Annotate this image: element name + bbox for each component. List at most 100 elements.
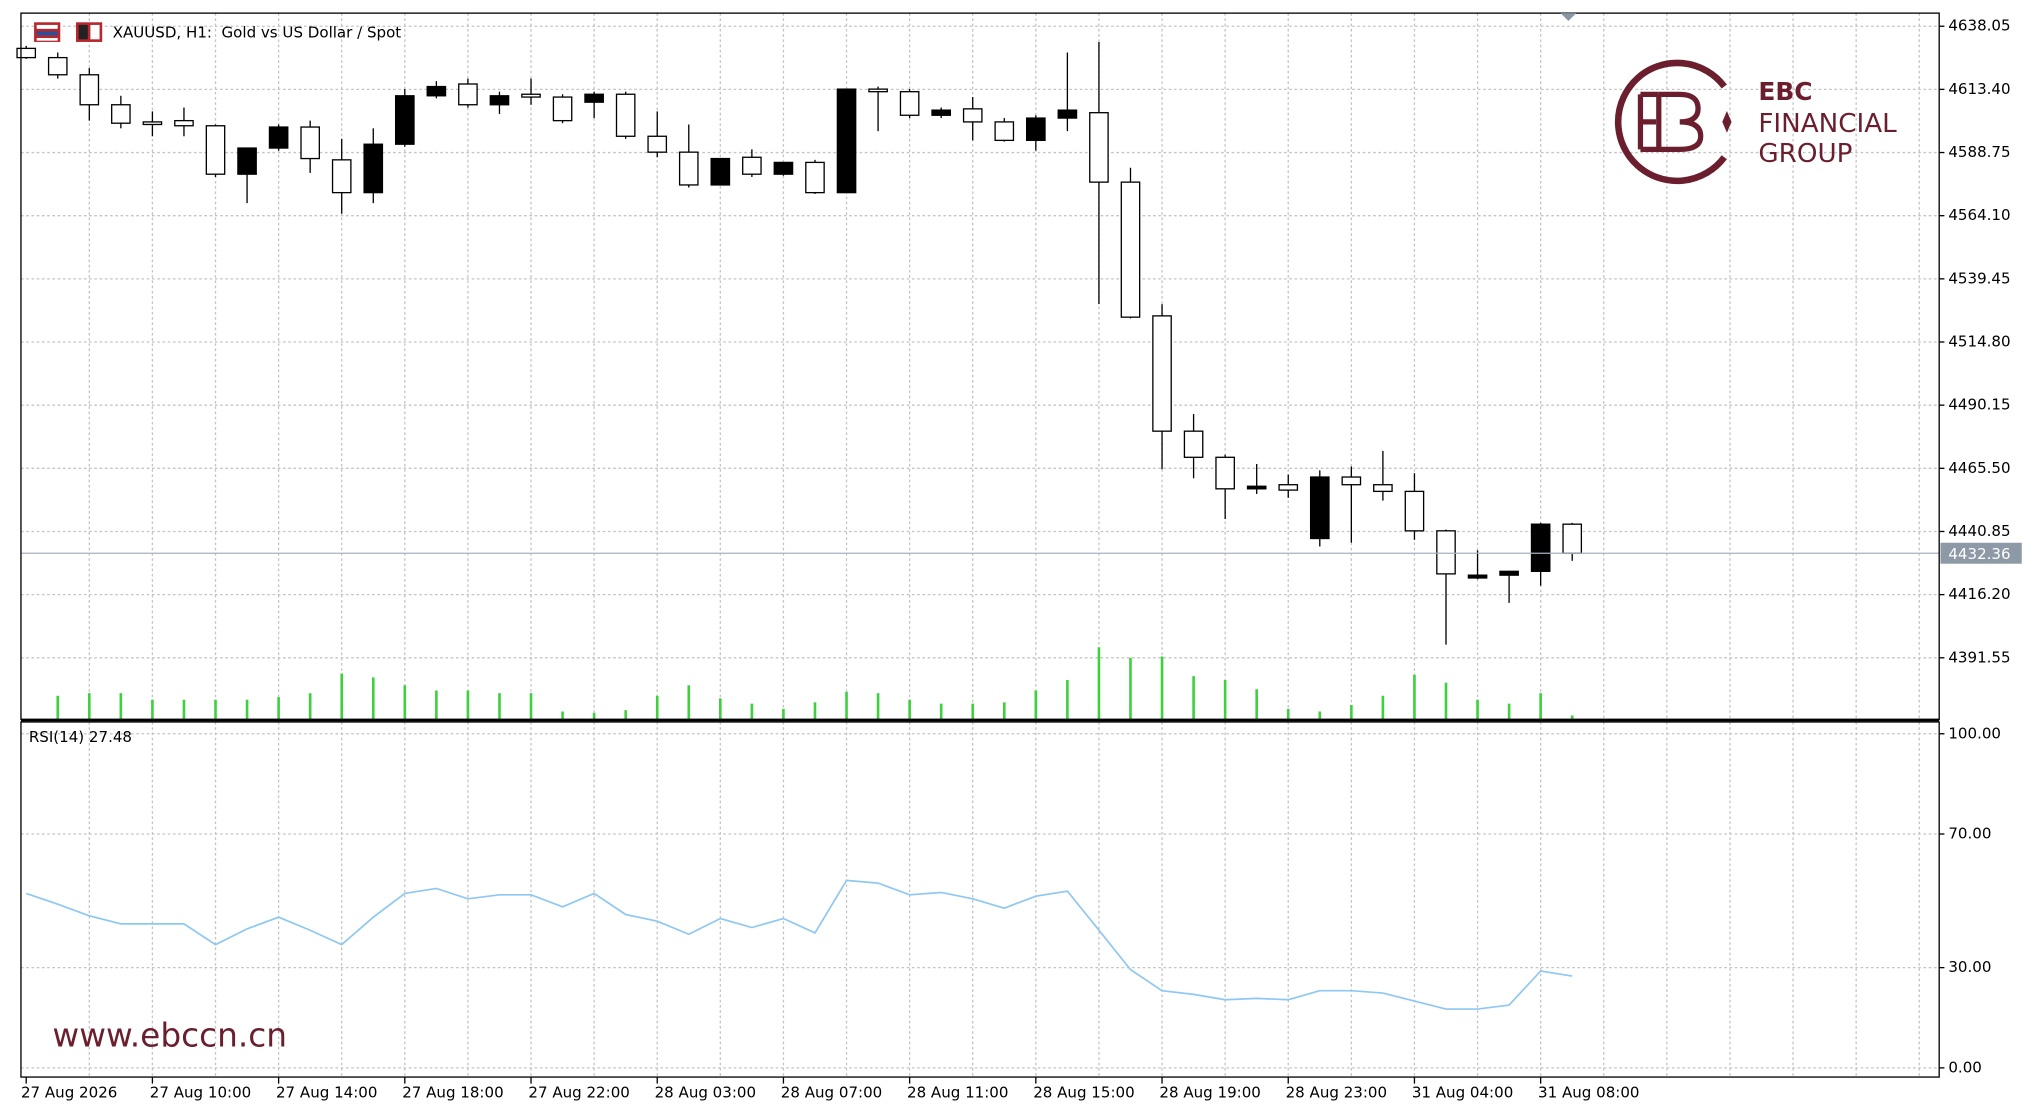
volume-bar: [1444, 682, 1448, 720]
candle-body: [521, 93, 541, 98]
x-tick-label: 27 Aug 14:00: [276, 1083, 377, 1101]
candle-body: [79, 74, 100, 106]
y-tick-label: 4465.50: [1948, 459, 2010, 477]
logo-text: FINANCIAL: [1758, 109, 1897, 139]
volume-bar: [845, 691, 848, 720]
volume-bar: [1413, 674, 1416, 720]
candle-body: [1436, 530, 1456, 575]
volume-bar: [1539, 693, 1542, 720]
x-tick-label: 28 Aug 11:00: [907, 1083, 1008, 1101]
candle-body: [1026, 117, 1046, 142]
candle-body: [1057, 109, 1078, 119]
logo-text: GROUP: [1758, 139, 1852, 169]
candle-body: [1309, 476, 1330, 540]
last-price-box: [1940, 542, 2022, 564]
candle-body: [742, 156, 762, 175]
volume-bar: [340, 673, 344, 720]
candle-body: [237, 147, 257, 175]
candle-body: [47, 56, 68, 76]
volume-bar: [1350, 704, 1353, 720]
volume-bar: [1286, 708, 1290, 720]
volume-bar: [214, 699, 217, 720]
last-price-label: 4432.36: [1948, 545, 2010, 563]
volume-bar: [592, 712, 596, 720]
y-tick-label: 4416.20: [1948, 585, 2010, 603]
y-tick-label: 4391.55: [1948, 648, 2010, 666]
candle-body: [16, 47, 37, 59]
volume-bar: [119, 693, 123, 720]
candle-body: [1089, 112, 1109, 183]
x-tick-label: 31 Aug 08:00: [1538, 1083, 1639, 1101]
rsi-pane-frame: [20, 721, 1940, 1078]
volume-bar: [1381, 695, 1385, 720]
volume-bar: [624, 710, 627, 720]
volume-bar: [1570, 715, 1574, 720]
candle-body: [142, 121, 163, 126]
x-tick-label: 28 Aug 07:00: [781, 1083, 882, 1101]
volume-bar: [813, 702, 817, 720]
x-tick-label: 28 Aug 03:00: [655, 1083, 756, 1101]
y-tick-label: 4440.85: [1948, 522, 2010, 540]
volume-bar: [876, 693, 880, 720]
candle-body: [1246, 485, 1267, 490]
symbol-icons: [34, 22, 103, 42]
candle-body: [1341, 476, 1362, 486]
y-tick-label: 4539.45: [1948, 269, 2010, 287]
volume-bar: [277, 697, 280, 720]
volume-bar: [1223, 680, 1227, 720]
volume-bar: [498, 693, 501, 720]
x-tick-label: 31 Aug 04:00: [1412, 1083, 1513, 1101]
candle-body: [1404, 490, 1425, 532]
candle-body: [615, 93, 636, 137]
candle-body: [1530, 523, 1551, 572]
candle-body: [268, 126, 289, 149]
candle-body: [931, 109, 952, 116]
x-tick-label: 28 Aug 23:00: [1286, 1083, 1387, 1101]
y-tick-label: 4638.05: [1948, 17, 2010, 35]
candle-body: [994, 121, 1015, 142]
candle-body: [710, 157, 731, 186]
volume-bar: [56, 695, 60, 720]
volume-bar: [371, 677, 375, 720]
volume-bar: [1066, 680, 1069, 720]
marks-layer: 4638.05 4613.40 4588.75 4564.10 4539.45 4514.…: [16, 17, 2022, 1101]
volume-bar: [1129, 657, 1132, 720]
volume-bar: [1192, 676, 1195, 720]
candle-body: [1152, 315, 1172, 432]
candle-body: [363, 143, 384, 194]
y-tick-label: 100.00: [1948, 724, 2001, 742]
candle-body: [584, 93, 604, 103]
volume-bar: [308, 693, 312, 720]
candle-body: [647, 135, 668, 153]
candle-body: [426, 85, 447, 97]
volume-bar: [1097, 647, 1101, 720]
rsi-line: [25, 879, 1573, 1010]
candle-body: [1562, 523, 1583, 554]
volume-bar: [655, 695, 659, 720]
volume-bar: [1507, 703, 1511, 720]
y-tick-label: 4588.75: [1948, 143, 2010, 161]
x-tick-label: 27 Aug 10:00: [150, 1083, 251, 1101]
volume-bar: [687, 685, 691, 720]
volume-bar: [1160, 656, 1164, 720]
volume-bar: [908, 699, 911, 720]
candle-body: [1278, 484, 1299, 491]
candle-body: [552, 96, 573, 122]
x-tick-label: 28 Aug 19:00: [1159, 1083, 1260, 1101]
candle-body: [868, 88, 888, 93]
volume-bar: [782, 708, 785, 720]
x-tick-label: 27 Aug 22:00: [528, 1083, 629, 1101]
volume-bar: [1002, 702, 1006, 720]
volume-bar: [1476, 699, 1479, 720]
volume-bar: [87, 693, 91, 720]
volume-bar: [403, 685, 407, 720]
y-tick-label: 4490.15: [1948, 396, 2010, 414]
candle-body: [1215, 456, 1235, 490]
y-tick-label: 0.00: [1948, 1058, 1982, 1076]
y-tick-label: 4613.40: [1948, 80, 2010, 98]
volume-bar: [245, 699, 249, 720]
candle-body: [111, 104, 131, 124]
volume-bar: [529, 693, 533, 720]
